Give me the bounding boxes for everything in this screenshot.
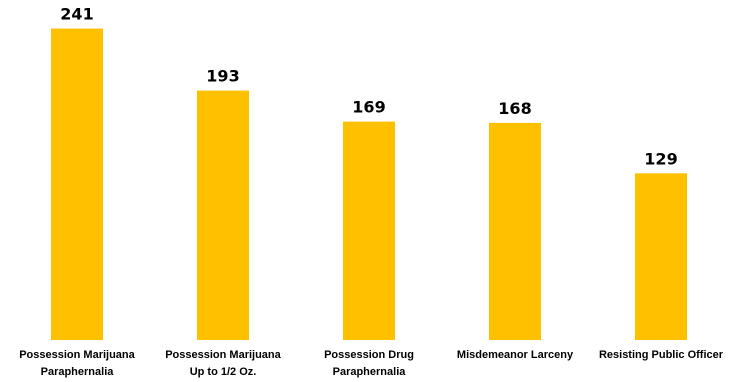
category-label-line: Possession Marijuana: [165, 349, 281, 361]
value-labels-group: 241 193 169 168 129: [60, 5, 677, 169]
value-label-1: 193: [206, 67, 239, 86]
value-label-2: 169: [352, 98, 385, 117]
category-label-line: Possession Drug: [324, 349, 414, 361]
value-label-4: 129: [644, 149, 677, 168]
bar-0: [51, 28, 103, 341]
category-labels-group: Possession Marijuana ParaphernaliaPossess…: [19, 349, 724, 378]
bar-2: [343, 121, 395, 340]
bars-group: [51, 28, 687, 341]
category-label-line: Paraphernalia: [333, 366, 407, 378]
category-label-line: Paraphernalia: [41, 366, 115, 378]
category-label-2: Possession Drug Paraphernalia: [324, 349, 414, 378]
category-label-line: Possession Marijuana: [19, 349, 135, 361]
bar-4: [635, 173, 687, 340]
bar-3: [489, 122, 541, 341]
category-label-3: Misdemeanor Larceny: [457, 349, 574, 361]
category-label-line: Resisting Public Officer: [599, 349, 724, 361]
value-label-3: 168: [498, 99, 531, 118]
value-label-0: 241: [60, 5, 93, 24]
category-label-1: Possession Marijuana Up to 1/2 Oz.: [165, 349, 281, 378]
category-label-line: Misdemeanor Larceny: [457, 349, 574, 361]
bar-1: [197, 90, 249, 340]
category-label-line: Up to 1/2 Oz.: [190, 366, 257, 378]
category-label-0: Possession Marijuana Paraphernalia: [19, 349, 135, 378]
category-label-4: Resisting Public Officer: [599, 349, 724, 361]
